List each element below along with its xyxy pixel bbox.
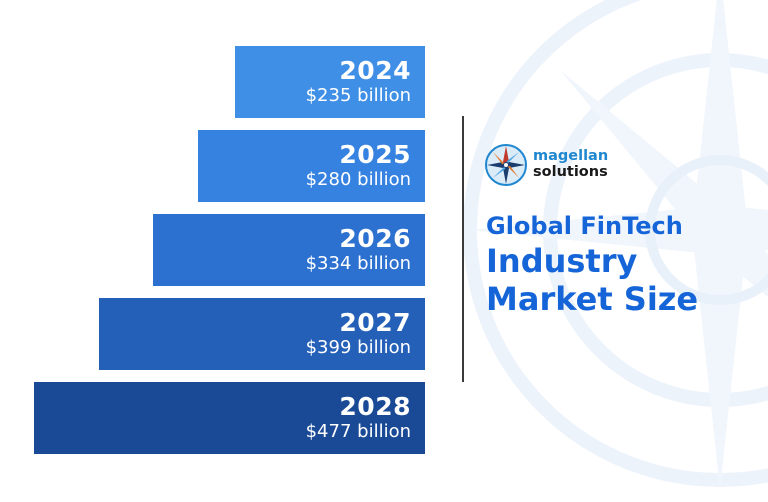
logo-name-line1: magellan <box>533 148 609 164</box>
headline-line1: Global FinTech <box>486 212 683 240</box>
magellan-logo: magellan solutions <box>484 143 654 191</box>
headline-line3: Market Size <box>486 280 699 318</box>
bar-2024: 2024 $235 billion <box>235 46 425 118</box>
bar-year-label: 2028 <box>339 392 411 421</box>
bar-2026: 2026 $334 billion <box>153 214 425 286</box>
compass-rose-icon <box>485 144 527 186</box>
bar-value-label: $280 billion <box>305 169 411 190</box>
vertical-divider <box>462 116 464 382</box>
bar-year-label: 2024 <box>339 56 411 85</box>
bar-value-label: $399 billion <box>305 337 411 358</box>
bar-year-label: 2026 <box>339 224 411 253</box>
bar-2027: 2027 $399 billion <box>99 298 425 370</box>
bar-value-label: $235 billion <box>305 85 411 106</box>
headline: Global FinTech Industry Market Size <box>486 210 698 318</box>
bar-value-label: $477 billion <box>305 421 411 442</box>
bar-year-label: 2025 <box>339 140 411 169</box>
headline-line2: Industry <box>486 242 638 280</box>
bar-2028: 2028 $477 billion <box>34 382 425 454</box>
bar-year-label: 2027 <box>339 308 411 337</box>
logo-name-line2: solutions <box>533 164 608 180</box>
bar-2025: 2025 $280 billion <box>198 130 425 202</box>
bar-value-label: $334 billion <box>305 253 411 274</box>
